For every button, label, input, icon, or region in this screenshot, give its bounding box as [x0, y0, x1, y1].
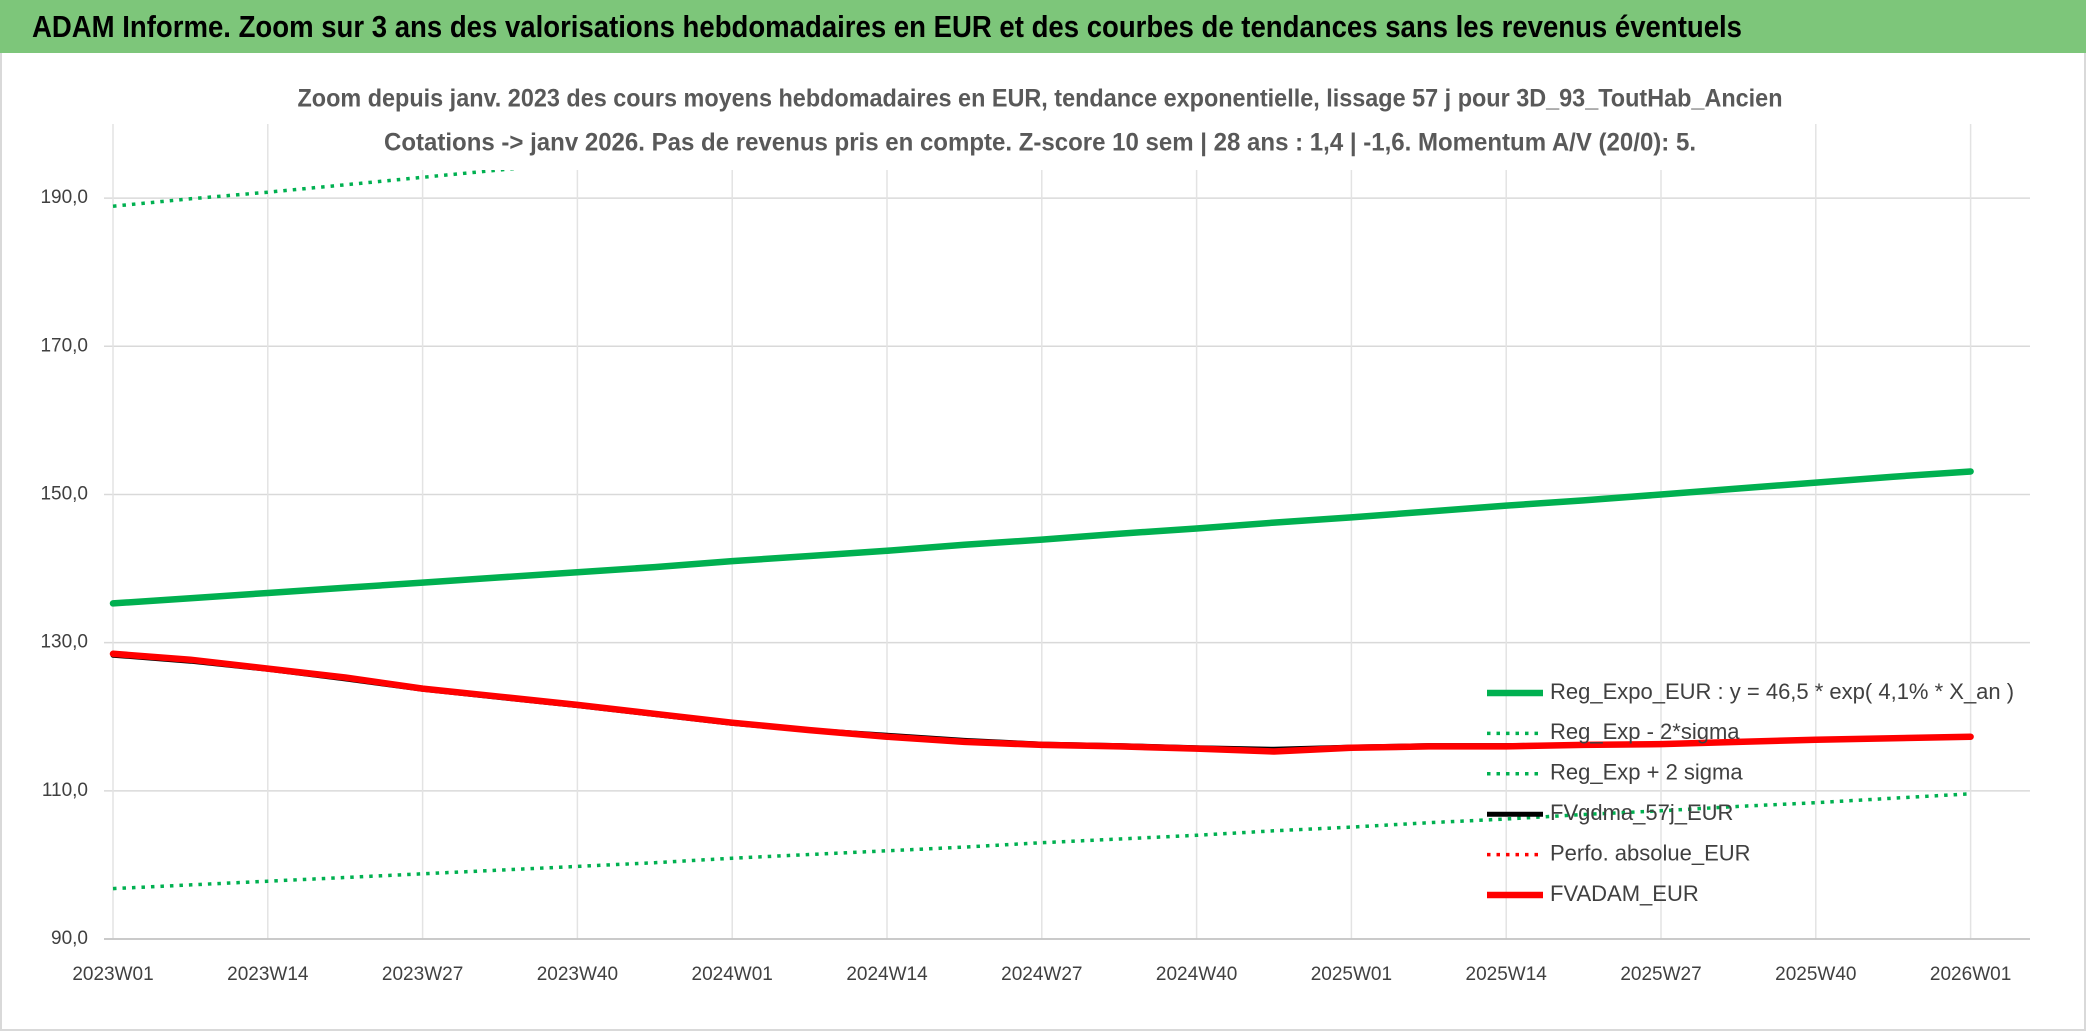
x-tick-label: 2023W27: [382, 964, 463, 985]
x-tick-label: 2025W27: [1620, 964, 1701, 985]
y-tick-label: 90,0: [51, 928, 88, 949]
legend-label: Reg_Expo_EUR : y = 46,5 * exp( 4,1% * X_…: [1550, 679, 2014, 704]
legend-label: FVgdma_57j_EUR: [1550, 800, 1733, 825]
header-bar: [0, 0, 2086, 53]
x-tick-label: 2025W40: [1775, 964, 1856, 985]
y-tick-label: 130,0: [40, 632, 88, 653]
legend-label: Reg_Exp + 2 sigma: [1550, 760, 1743, 785]
y-tick-label: 190,0: [40, 187, 88, 208]
legend-label: Perfo. absolue_EUR: [1550, 840, 1751, 865]
x-tick-label: 2026W01: [1930, 964, 2011, 985]
x-tick-label: 2025W01: [1311, 964, 1392, 985]
legend: Reg_Expo_EUR : y = 46,5 * exp( 4,1% * X_…: [1487, 679, 2014, 906]
x-tick-label: 2023W40: [537, 964, 618, 985]
plot-area: 90,0 110,0 130,0 150,0 170,0 190,0 2023W01 2023…: [40, 124, 2030, 985]
series-line: [109, 468, 1974, 607]
x-tick-label: 2024W01: [692, 964, 773, 985]
y-tick-label: 170,0: [40, 335, 88, 356]
x-tick-label: 2023W01: [72, 964, 153, 985]
chart-title: Zoom depuis janv. 2023 des cours moyens …: [298, 85, 1783, 113]
x-tick-label: 2025W14: [1466, 964, 1548, 985]
chart-subtitle: Cotations -> janv 2026. Pas de revenus p…: [384, 129, 1696, 157]
x-tick-label: 2024W27: [1001, 964, 1082, 985]
x-tick-label: 2024W14: [846, 964, 928, 985]
header-title: ADAM Informe. Zoom sur 3 ans des valoris…: [32, 9, 1742, 44]
x-tick-label: 2023W14: [227, 964, 309, 985]
series-line: [109, 650, 1974, 755]
y-tick-label: 150,0: [40, 483, 88, 504]
legend-label: Reg_Exp - 2*sigma: [1550, 719, 1740, 744]
y-tick-label: 110,0: [42, 780, 88, 801]
legend-label: FVADAM_EUR: [1550, 881, 1699, 906]
series-line: [112, 792, 1971, 891]
title-backdrop: [290, 80, 1790, 170]
x-tick-label: 2024W40: [1156, 964, 1237, 985]
